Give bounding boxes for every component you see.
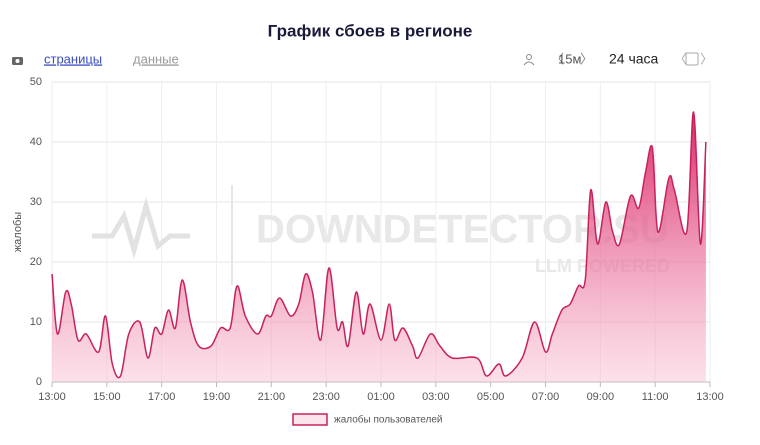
range-next[interactable]: 〉: [700, 51, 713, 66]
legend-label: жалобы пользователей: [334, 414, 443, 426]
x-tick-label: 13:00: [38, 391, 66, 403]
x-tick-label: 03:00: [422, 391, 450, 403]
x-tick-label: 15:00: [93, 391, 121, 403]
area: [52, 111, 706, 383]
line: [51, 111, 707, 379]
y-tick-label: 50: [30, 76, 42, 88]
x-tick-label: 21:00: [258, 391, 286, 403]
range[interactable]: 24 часа: [609, 51, 659, 67]
x-tick-label: 01:00: [367, 391, 395, 403]
x-tick-label: 07:00: [532, 391, 560, 403]
y-tick-label: 20: [30, 256, 42, 268]
interval-next[interactable]: 〉: [580, 51, 593, 66]
tab-pages[interactable]: страницы: [44, 51, 102, 66]
x-tick-label: 23:00: [312, 391, 340, 403]
x-tick-label: 11:00: [642, 391, 669, 403]
user-icon[interactable]: [523, 54, 535, 66]
x-tick-label: 17:00: [148, 391, 176, 403]
interval[interactable]: 15м: [558, 51, 581, 66]
calendar-icon[interactable]: [685, 52, 699, 66]
range-prev[interactable]: 〈: [674, 51, 687, 66]
camera-icon[interactable]: [12, 57, 23, 65]
x-tick-label: 09:00: [587, 391, 615, 403]
x-tick-label: 05:00: [477, 391, 505, 403]
y-tick-label: 0: [36, 376, 42, 388]
tab-data[interactable]: данные: [133, 51, 179, 66]
y-tick-label: 30: [30, 196, 42, 208]
y-tick-label: 10: [30, 316, 42, 328]
x-tick-label: 13:00: [696, 391, 724, 403]
chart-title: График сбоев в регионе: [268, 21, 473, 40]
x-tick-label: 19:00: [203, 391, 231, 403]
y-tick-label: 40: [30, 136, 42, 148]
interval-prev[interactable]: 〈: [551, 51, 564, 66]
legend-swatch: [292, 413, 328, 426]
y-axis-label: жалобы: [12, 212, 24, 252]
